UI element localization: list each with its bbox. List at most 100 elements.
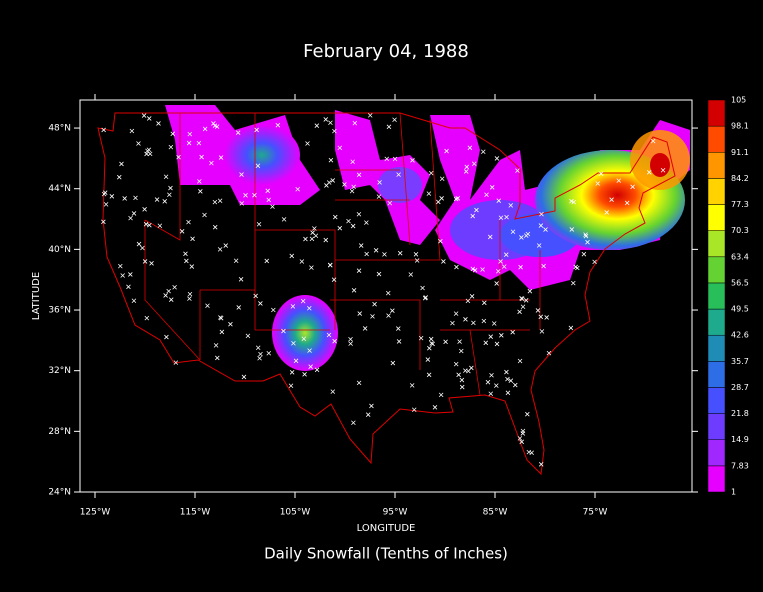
station [164,334,169,340]
x-tick-label: 75°W [583,508,608,518]
station [356,172,362,178]
station [496,198,502,203]
station [583,233,589,239]
station [198,189,203,194]
station [163,174,169,180]
station [312,226,317,231]
station [326,332,332,338]
frame [79,99,693,493]
station [480,149,486,155]
station [256,221,262,227]
station [517,436,523,441]
colorbar-box [707,334,726,362]
station [140,245,145,251]
y-tick-label: 48°N [48,124,71,134]
station [489,185,495,190]
station [436,199,441,205]
station [309,236,315,242]
station [429,341,434,346]
station [444,148,449,154]
station [487,234,493,240]
station [499,332,504,338]
station [382,252,387,257]
station [209,160,214,166]
station [330,178,336,183]
station [238,277,244,282]
station [463,169,469,174]
station [568,325,574,331]
station [289,253,295,259]
station [358,243,364,248]
colorbar-label: 70.3 [731,226,749,235]
station [504,214,509,220]
station [450,320,455,326]
station [162,199,168,204]
station [480,267,485,272]
station [323,117,329,122]
station [348,341,353,346]
station [154,197,160,202]
station [219,329,225,335]
station [438,392,444,398]
station [205,303,210,309]
station [186,140,192,146]
station [243,193,248,198]
station [425,357,431,362]
station [308,364,313,369]
station [266,350,272,356]
station [187,131,193,137]
station [281,328,286,334]
station [495,268,501,274]
station [370,314,375,319]
station [235,130,241,135]
station [384,156,390,162]
station [131,211,137,216]
station [525,231,531,237]
station [323,237,329,243]
station [119,161,124,167]
station [364,220,369,225]
station [504,369,509,375]
snowfall [165,105,690,371]
station [585,239,590,245]
station [411,407,417,413]
station [332,128,337,134]
station [301,336,307,342]
station [525,411,530,417]
station [350,223,356,229]
station [257,355,262,361]
colorbar-box [707,230,726,258]
station [518,264,523,270]
station [168,297,174,302]
x-axis-label: LONGITUDE [357,523,416,534]
station [144,315,150,321]
station [372,301,377,307]
station [427,345,432,351]
station [396,172,401,177]
station [467,145,473,151]
station [526,449,532,455]
station [295,186,300,192]
station [483,340,489,346]
station [543,227,548,232]
station [494,383,499,388]
station [328,120,333,126]
station [494,281,499,286]
station [498,259,503,264]
colorbar-label: 98.1 [731,122,749,131]
station [474,207,479,213]
station [346,218,351,224]
station [146,116,152,121]
station [252,192,257,198]
station [519,235,524,240]
station [103,202,109,207]
station [428,170,434,176]
station [199,154,204,160]
colorbar-box [707,204,726,231]
station [116,174,122,180]
colorbar-label: 56.5 [731,278,749,287]
station [314,123,320,128]
station [102,190,108,195]
station [196,140,202,146]
station [109,194,115,199]
